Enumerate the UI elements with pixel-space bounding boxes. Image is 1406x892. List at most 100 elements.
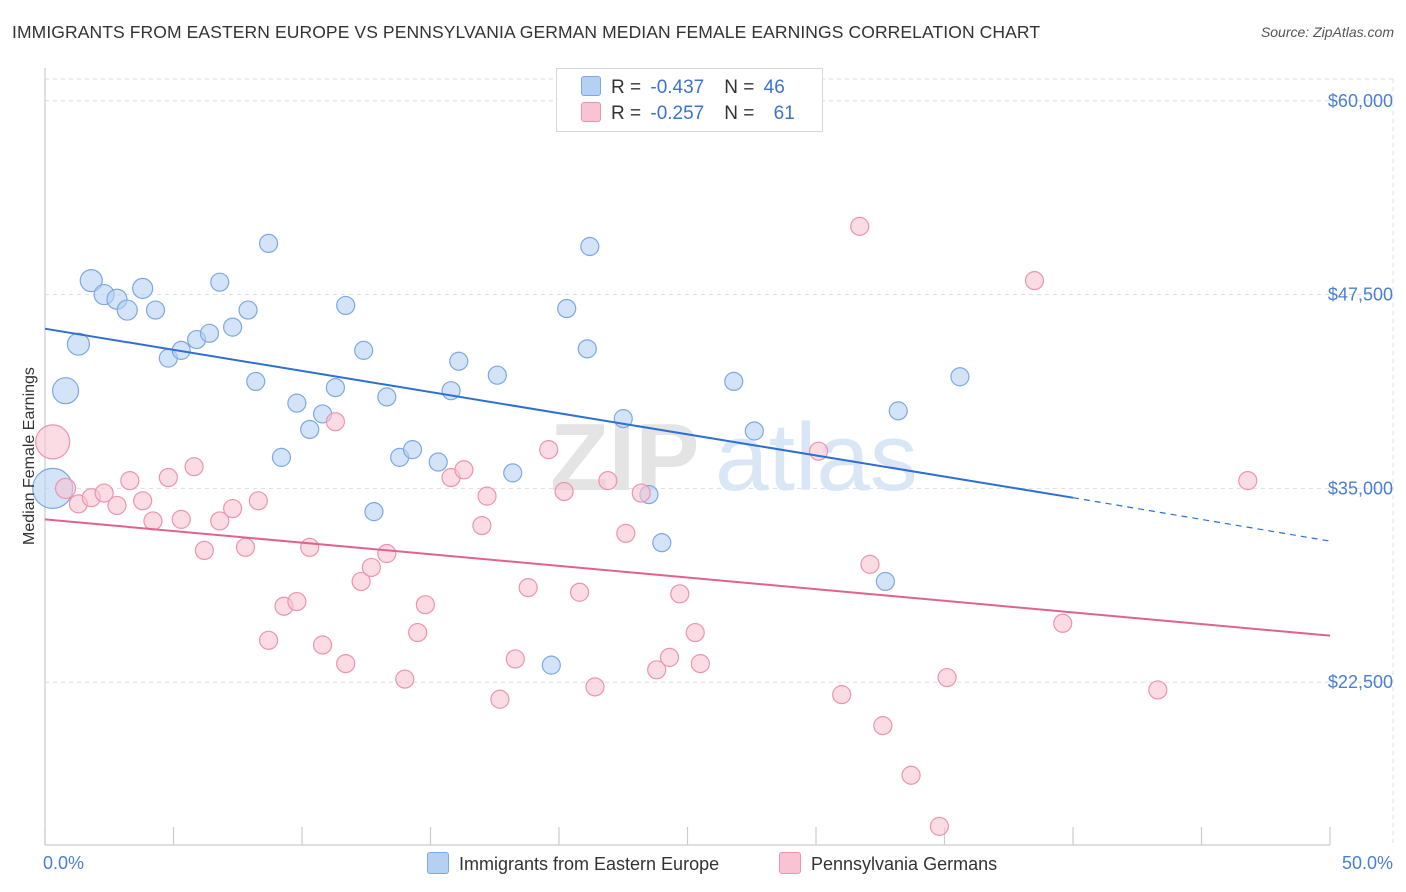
data-point — [487, 365, 507, 385]
series-pennsylvania-germans — [35, 216, 1258, 836]
data-point — [937, 667, 957, 688]
y-tick-label: $60,000 — [1328, 91, 1393, 111]
data-point — [580, 236, 600, 257]
data-point — [336, 295, 356, 316]
data-point — [377, 543, 397, 564]
data-point — [94, 483, 114, 503]
data-point — [577, 339, 597, 359]
chart-source: Source: ZipAtlas.com — [1260, 24, 1394, 40]
data-point — [598, 471, 618, 491]
data-point — [377, 387, 397, 407]
data-point — [132, 277, 154, 299]
trend-line-immigrants-extension — [1072, 497, 1331, 542]
data-point — [238, 300, 258, 320]
data-point — [223, 498, 243, 519]
data-point — [454, 460, 474, 480]
data-point — [901, 765, 921, 785]
data-point — [354, 340, 374, 360]
legend-swatch-blue — [427, 852, 449, 874]
y-tick-labels: $22,500 $35,000 $47,500 $60,000 — [1328, 91, 1393, 692]
legend-n-value: 61 — [773, 103, 795, 124]
data-point — [133, 491, 153, 511]
data-point — [35, 424, 71, 460]
legend-r-label: R = — [611, 77, 647, 98]
data-point — [860, 554, 880, 574]
data-point — [539, 440, 559, 460]
legend-r-label: R = — [611, 103, 647, 124]
data-point — [107, 495, 127, 516]
data-point — [66, 332, 91, 356]
data-point — [120, 471, 140, 491]
data-point — [554, 481, 574, 502]
data-point — [505, 649, 525, 669]
data-point — [1148, 680, 1168, 700]
legend-swatch-pink — [779, 852, 801, 874]
data-point — [194, 540, 214, 561]
data-point — [929, 816, 949, 836]
trend-lines — [44, 327, 1331, 637]
data-point — [361, 557, 381, 578]
x-tick-label: 0.0% — [43, 853, 84, 873]
legend-n-label: N = — [724, 103, 760, 124]
data-point — [873, 716, 893, 736]
data-point — [312, 635, 333, 655]
data-point — [518, 578, 538, 598]
data-point — [235, 537, 256, 557]
trend-line-pennsylvania — [44, 518, 1331, 637]
data-point — [503, 463, 523, 483]
correlation-legend: R = -0.437 N = 46 R = -0.257 N = 61 — [556, 68, 823, 132]
legend-label-immigrants: Immigrants from Eastern Europe — [459, 854, 720, 874]
data-point — [585, 677, 605, 697]
data-point — [1238, 471, 1258, 491]
data-point — [744, 421, 764, 441]
data-point — [850, 216, 870, 236]
legend-item-pennsylvania: Pennsylvania Germans — [779, 852, 997, 875]
data-point — [541, 655, 561, 675]
data-point — [51, 377, 80, 405]
data-point — [950, 367, 970, 387]
data-point — [569, 582, 590, 602]
data-point — [258, 630, 279, 650]
data-point — [449, 351, 469, 371]
data-point — [472, 515, 492, 536]
data-point — [116, 299, 138, 321]
legend-row-pennsylvania: R = -0.257 N = 61 — [581, 102, 795, 126]
data-point — [300, 419, 320, 440]
data-point — [210, 511, 230, 531]
data-point — [685, 622, 705, 643]
data-point — [659, 647, 680, 667]
data-point — [223, 317, 243, 337]
x-tick-label: 50.0% — [1342, 853, 1393, 873]
data-point — [631, 483, 651, 503]
data-point — [490, 689, 510, 709]
data-point — [477, 486, 497, 506]
data-point — [246, 371, 266, 392]
data-point — [145, 300, 166, 320]
data-point — [325, 378, 346, 398]
data-point — [616, 523, 636, 543]
x-tick-labels: 0.0% 50.0% — [43, 853, 1393, 873]
data-point — [158, 467, 178, 488]
y-tick-label: $35,000 — [1328, 478, 1393, 498]
data-point — [336, 653, 356, 674]
legend-r-value: -0.257 — [650, 103, 705, 124]
data-point — [557, 298, 577, 319]
chart-title: IMMIGRANTS FROM EASTERN EUROPE VS PENNSY… — [12, 22, 1041, 42]
data-point — [690, 653, 710, 674]
data-point — [54, 477, 77, 499]
data-point — [1024, 271, 1045, 291]
data-point — [415, 595, 435, 615]
data-point — [248, 491, 268, 511]
legend-item-immigrants: Immigrants from Eastern Europe — [427, 852, 719, 875]
y-axis-label: Median Female Earnings — [21, 367, 38, 545]
legend-n-value: 46 — [763, 77, 785, 98]
data-point — [888, 401, 908, 421]
data-point — [171, 509, 191, 529]
data-point — [670, 584, 690, 604]
legend-label-pennsylvania: Pennsylvania Germans — [811, 854, 998, 874]
data-point — [351, 571, 371, 592]
data-point — [875, 571, 895, 592]
y-tick-label: $22,500 — [1328, 672, 1393, 692]
data-point — [1053, 613, 1073, 633]
